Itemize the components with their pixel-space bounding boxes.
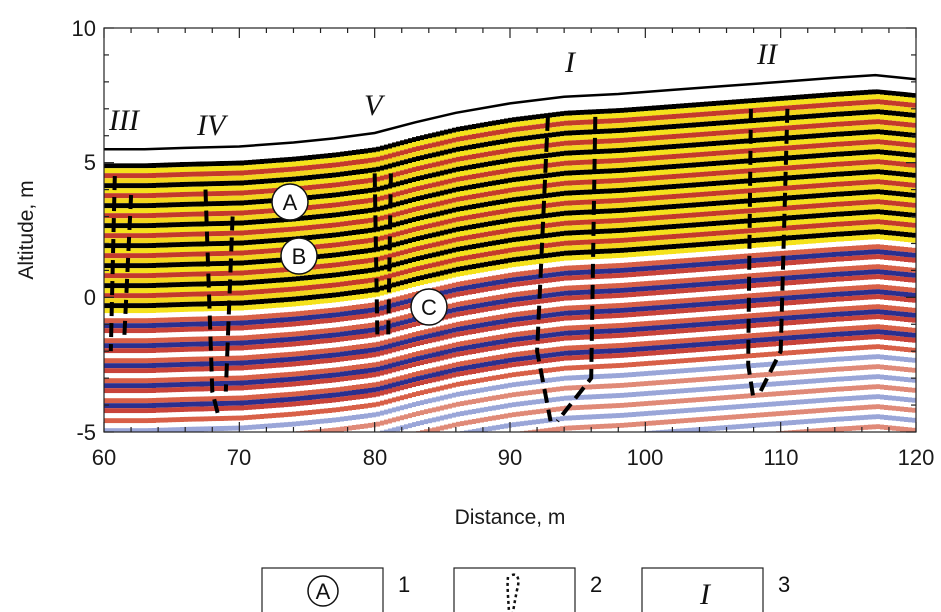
x-axis-tick-labels: 60 70 80 90 100 110 120 bbox=[92, 445, 935, 470]
x-tick-label: 70 bbox=[227, 445, 251, 470]
x-tick-label: 120 bbox=[898, 445, 935, 470]
layer-letter: C bbox=[421, 295, 437, 320]
layer-label-b: B bbox=[280, 237, 318, 275]
fault-zone-labels: III IV V I II bbox=[108, 38, 779, 142]
legend-item-2: 2 bbox=[453, 567, 602, 612]
fault-line-iv-left bbox=[203, 189, 221, 419]
y-tick-label: 5 bbox=[84, 150, 96, 175]
axis-ticks bbox=[103, 27, 917, 433]
y-tick-label: 10 bbox=[72, 16, 96, 41]
fault-line-iv-right bbox=[223, 216, 235, 392]
dashed-fault-line-symbol bbox=[506, 576, 511, 612]
legend-number: 1 bbox=[398, 572, 410, 597]
y-tick-label: 0 bbox=[84, 285, 96, 310]
legend: A 1 2 I 3 bbox=[261, 567, 790, 612]
legend-symbol: I bbox=[699, 578, 712, 611]
zone-label-iv: IV bbox=[196, 109, 229, 142]
y-axis-title: Altitude, m bbox=[15, 180, 38, 279]
x-tick-label: 90 bbox=[498, 445, 522, 470]
x-tick-label: 100 bbox=[627, 445, 664, 470]
zone-label-ii: II bbox=[756, 38, 779, 71]
fault-line-iii-right bbox=[122, 194, 134, 338]
fault-zone-lines bbox=[108, 108, 790, 423]
fault-line-i-left bbox=[535, 116, 553, 422]
ground-surface-line bbox=[104, 73, 917, 151]
legend-symbol: A bbox=[316, 579, 331, 604]
layer-label-a: A bbox=[271, 183, 309, 221]
x-axis-title: Distance, m bbox=[455, 506, 566, 529]
legend-item-3: I 3 bbox=[641, 567, 790, 612]
fault-line-v-right bbox=[386, 173, 393, 338]
fault-line-ii-right bbox=[758, 108, 790, 393]
layer-letter: B bbox=[292, 244, 307, 269]
x-tick-label: 110 bbox=[763, 445, 798, 470]
zone-label-iii: III bbox=[108, 104, 141, 137]
fault-line-ii-left bbox=[746, 108, 756, 401]
dashed-fault-line-symbol bbox=[511, 573, 520, 612]
circled-letter-symbol bbox=[307, 575, 339, 607]
legend-number: 3 bbox=[778, 572, 790, 597]
x-tick-label: 80 bbox=[363, 445, 387, 470]
layer-letter: A bbox=[283, 190, 298, 215]
zone-label-i: I bbox=[564, 46, 577, 79]
fault-line-i-right bbox=[555, 116, 598, 423]
x-tick-label: 60 bbox=[92, 445, 116, 470]
zone-label-v: V bbox=[364, 89, 386, 122]
legend-item-1: A 1 bbox=[261, 567, 410, 612]
y-axis-tick-labels: -5 0 5 10 bbox=[72, 16, 96, 445]
y-tick-label: -5 bbox=[76, 420, 96, 445]
legend-number: 2 bbox=[590, 572, 602, 597]
radargram-image bbox=[104, 89, 916, 432]
fault-line-iii-left bbox=[108, 176, 117, 352]
fault-line-v-left bbox=[372, 173, 380, 338]
layer-label-c: C bbox=[410, 288, 448, 326]
